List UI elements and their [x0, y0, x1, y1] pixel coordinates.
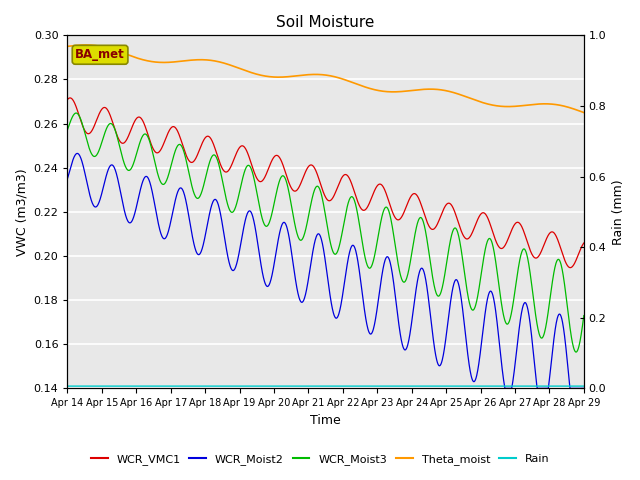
Y-axis label: Rain (mm): Rain (mm): [612, 179, 625, 245]
Theta_moist: [104, 45, 111, 51]
Line: Theta_moist: Theta_moist: [67, 45, 584, 112]
Legend: WCR_VMC1, WCR_Moist2, WCR_Moist3, Theta_moist, Rain: WCR_VMC1, WCR_Moist2, WCR_Moist3, Theta_…: [86, 450, 554, 469]
Rain: [293, 383, 301, 389]
WCR_Moist2: [125, 219, 132, 225]
WCR_Moist3: [358, 236, 365, 241]
Rain: [358, 383, 365, 389]
WCR_Moist2: [63, 176, 71, 181]
WCR_Moist2: [303, 285, 310, 291]
Y-axis label: VWC (m3/m3): VWC (m3/m3): [15, 168, 28, 256]
WCR_Moist3: [283, 180, 291, 186]
WCR_VMC1: [358, 206, 365, 212]
WCR_Moist3: [294, 232, 301, 238]
WCR_VMC1: [294, 187, 301, 192]
WCR_VMC1: [67, 95, 74, 101]
Title: Soil Moisture: Soil Moisture: [276, 15, 375, 30]
Rain: [580, 383, 588, 389]
WCR_Moist2: [294, 288, 301, 294]
Rain: [303, 383, 310, 389]
WCR_VMC1: [283, 174, 291, 180]
Line: WCR_VMC1: WCR_VMC1: [67, 98, 584, 268]
WCR_Moist2: [501, 385, 509, 391]
WCR_VMC1: [303, 166, 310, 172]
Rain: [125, 383, 132, 389]
WCR_VMC1: [566, 265, 574, 271]
Line: WCR_Moist2: WCR_Moist2: [67, 154, 584, 388]
WCR_Moist3: [72, 110, 80, 116]
Theta_moist: [580, 109, 588, 115]
Theta_moist: [283, 74, 291, 80]
Text: BA_met: BA_met: [76, 48, 125, 61]
Line: WCR_Moist3: WCR_Moist3: [67, 113, 584, 352]
WCR_Moist2: [580, 385, 588, 391]
WCR_VMC1: [580, 240, 588, 246]
Rain: [104, 383, 111, 389]
Rain: [283, 383, 291, 389]
WCR_Moist2: [73, 151, 81, 156]
Theta_moist: [303, 72, 310, 78]
Theta_moist: [82, 42, 90, 48]
WCR_Moist3: [125, 168, 132, 173]
Theta_moist: [294, 73, 301, 79]
Theta_moist: [125, 52, 132, 58]
WCR_Moist3: [104, 123, 111, 129]
X-axis label: Time: Time: [310, 414, 341, 427]
WCR_VMC1: [125, 132, 132, 138]
WCR_Moist2: [283, 225, 291, 230]
WCR_VMC1: [63, 96, 71, 102]
WCR_Moist3: [303, 221, 310, 227]
WCR_Moist2: [104, 168, 111, 174]
Rain: [63, 383, 71, 389]
WCR_Moist3: [572, 349, 580, 355]
WCR_Moist3: [63, 127, 71, 132]
WCR_Moist2: [358, 286, 365, 291]
WCR_Moist3: [580, 312, 588, 318]
Theta_moist: [63, 44, 71, 49]
Theta_moist: [358, 83, 365, 89]
WCR_VMC1: [104, 108, 111, 113]
